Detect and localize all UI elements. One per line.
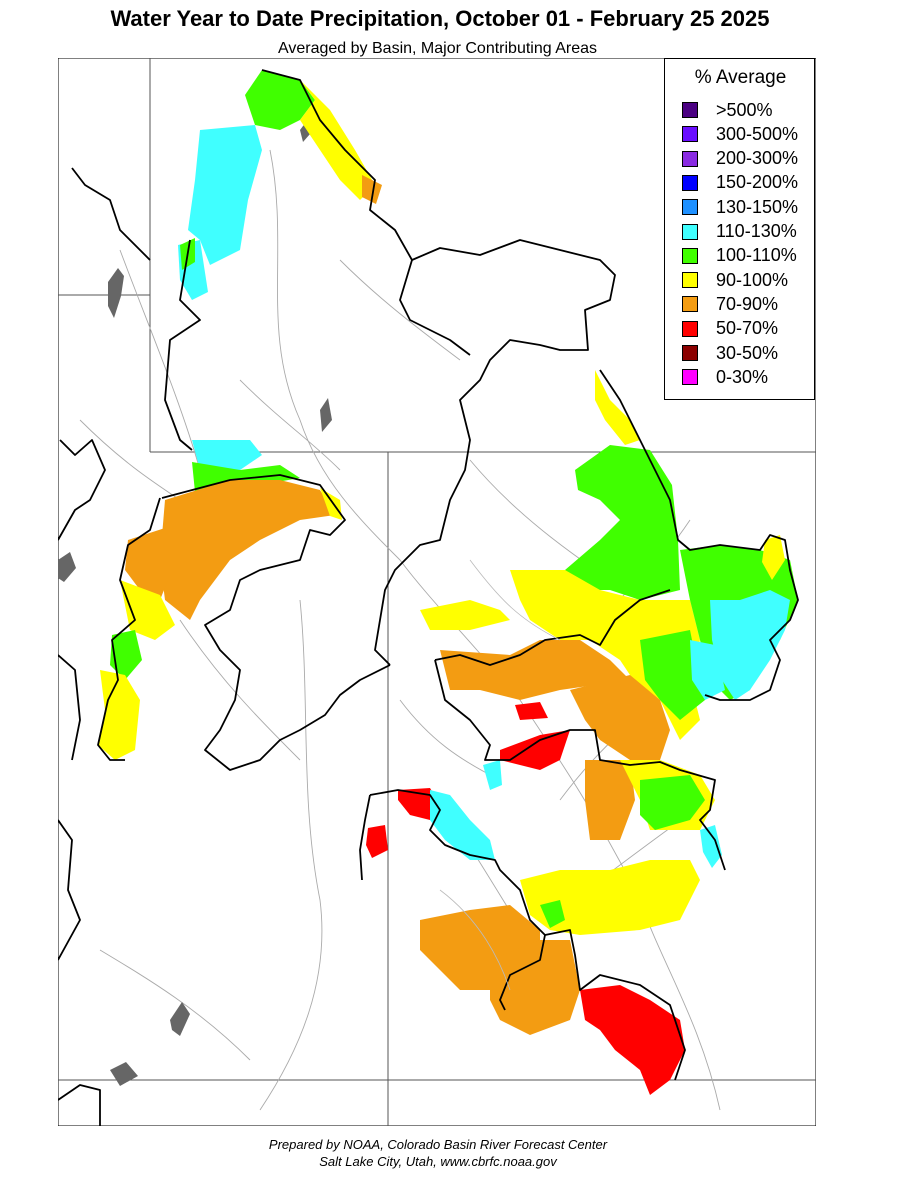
region-cyan-central-s2 [483,760,502,790]
region-orange-central [160,480,335,620]
region-red-sw-2 [366,825,388,858]
region-yellow-east-2 [510,570,700,740]
region-green-north [245,70,315,130]
legend-label: 200-300% [716,148,799,169]
legend-label: 300-500% [716,123,799,144]
legend-item: 30-50% [682,342,778,364]
legend-label: 90-100% [716,269,789,290]
legend-swatch [682,247,698,264]
legend-item: >500% [682,99,773,121]
legend-label: 30-50% [716,342,779,363]
legend-label: >500% [716,99,773,120]
region-yellow-south [520,860,700,935]
region-cyan-north [188,125,262,265]
legend-label: 70-90% [716,293,779,314]
legend-swatch [682,272,698,289]
legend-item: 130-150% [682,196,798,218]
region-red-se [580,985,685,1095]
legend-label: 130-150% [716,196,799,217]
credit-line-2: Salt Lake City, Utah, www.cbrfc.noaa.gov [319,1154,557,1169]
region-green-central-s [640,775,705,830]
region-orange-north [362,175,382,204]
legend-item: 90-100% [682,269,788,291]
legend-label: 0-30% [716,366,769,387]
legend-swatch [682,223,698,240]
region-red-sw [398,788,440,820]
region-yellow-central [320,488,342,520]
legend-item: 0-30% [682,366,768,388]
legend: % Average >500% 300-500% 200-300% 150-200% 1… [664,58,815,400]
legend-item: 300-500% [682,123,798,145]
legend-swatch [682,174,698,191]
region-orange-gunnison-n [440,640,630,700]
legend-swatch [682,369,698,386]
region-yellow-south-ridge [420,600,510,630]
legend-swatch [682,102,698,118]
legend-item: 150-200% [682,172,798,194]
region-yellow-east [595,370,640,445]
credit-line-1: Prepared by NOAA, Colorado Basin River F… [268,1137,608,1152]
region-orange-south [490,940,580,1035]
legend-swatch [682,296,698,313]
legend-swatch [682,199,698,216]
region-green-south [540,900,565,928]
region-orange-gunnison [570,675,670,760]
legend-item: 70-90% [682,293,778,315]
region-orange-west [125,528,168,600]
region-orange-central-s [585,760,635,840]
region-cyan-central-s [700,825,722,868]
region-green-east [565,445,680,600]
region-cyan-east [710,590,790,700]
legend-label: 100-110% [716,245,797,266]
lakes [58,122,332,1086]
legend-label: 110-130% [716,221,797,241]
region-cyan-central [192,440,262,470]
basin-boundaries [58,69,799,1126]
legend-item: 110-130% [682,221,797,243]
legend-swatch [682,320,698,337]
legend-swatch [682,126,698,143]
legend-swatch [682,150,698,167]
legend-swatch [682,345,698,361]
state-boundaries [58,58,816,1126]
map-title: Water Year to Date Precipitation, Octobe… [110,6,770,31]
legend-item: 50-70% [682,318,778,340]
region-yellow-west-2 [98,670,140,760]
region-yellow-east-3 [762,535,785,580]
legend-title: % Average [694,67,787,88]
map-subtitle: Averaged by Basin, Major Contributing Ar… [278,40,597,57]
legend-item: 200-300% [682,148,798,170]
region-green-east-2 [640,630,705,720]
region-yellow-west [120,580,175,640]
precip-regions [98,70,798,1095]
legend-item: 100-110% [682,245,797,267]
region-red-gunnison-2 [515,702,548,720]
region-cyan-east-2 [690,640,725,700]
region-cyan-south [430,790,495,860]
region-green-west [110,630,142,680]
region-red-gunnison [500,730,570,770]
legend-label: 150-200% [716,172,799,193]
legend-label: 50-70% [716,318,779,339]
